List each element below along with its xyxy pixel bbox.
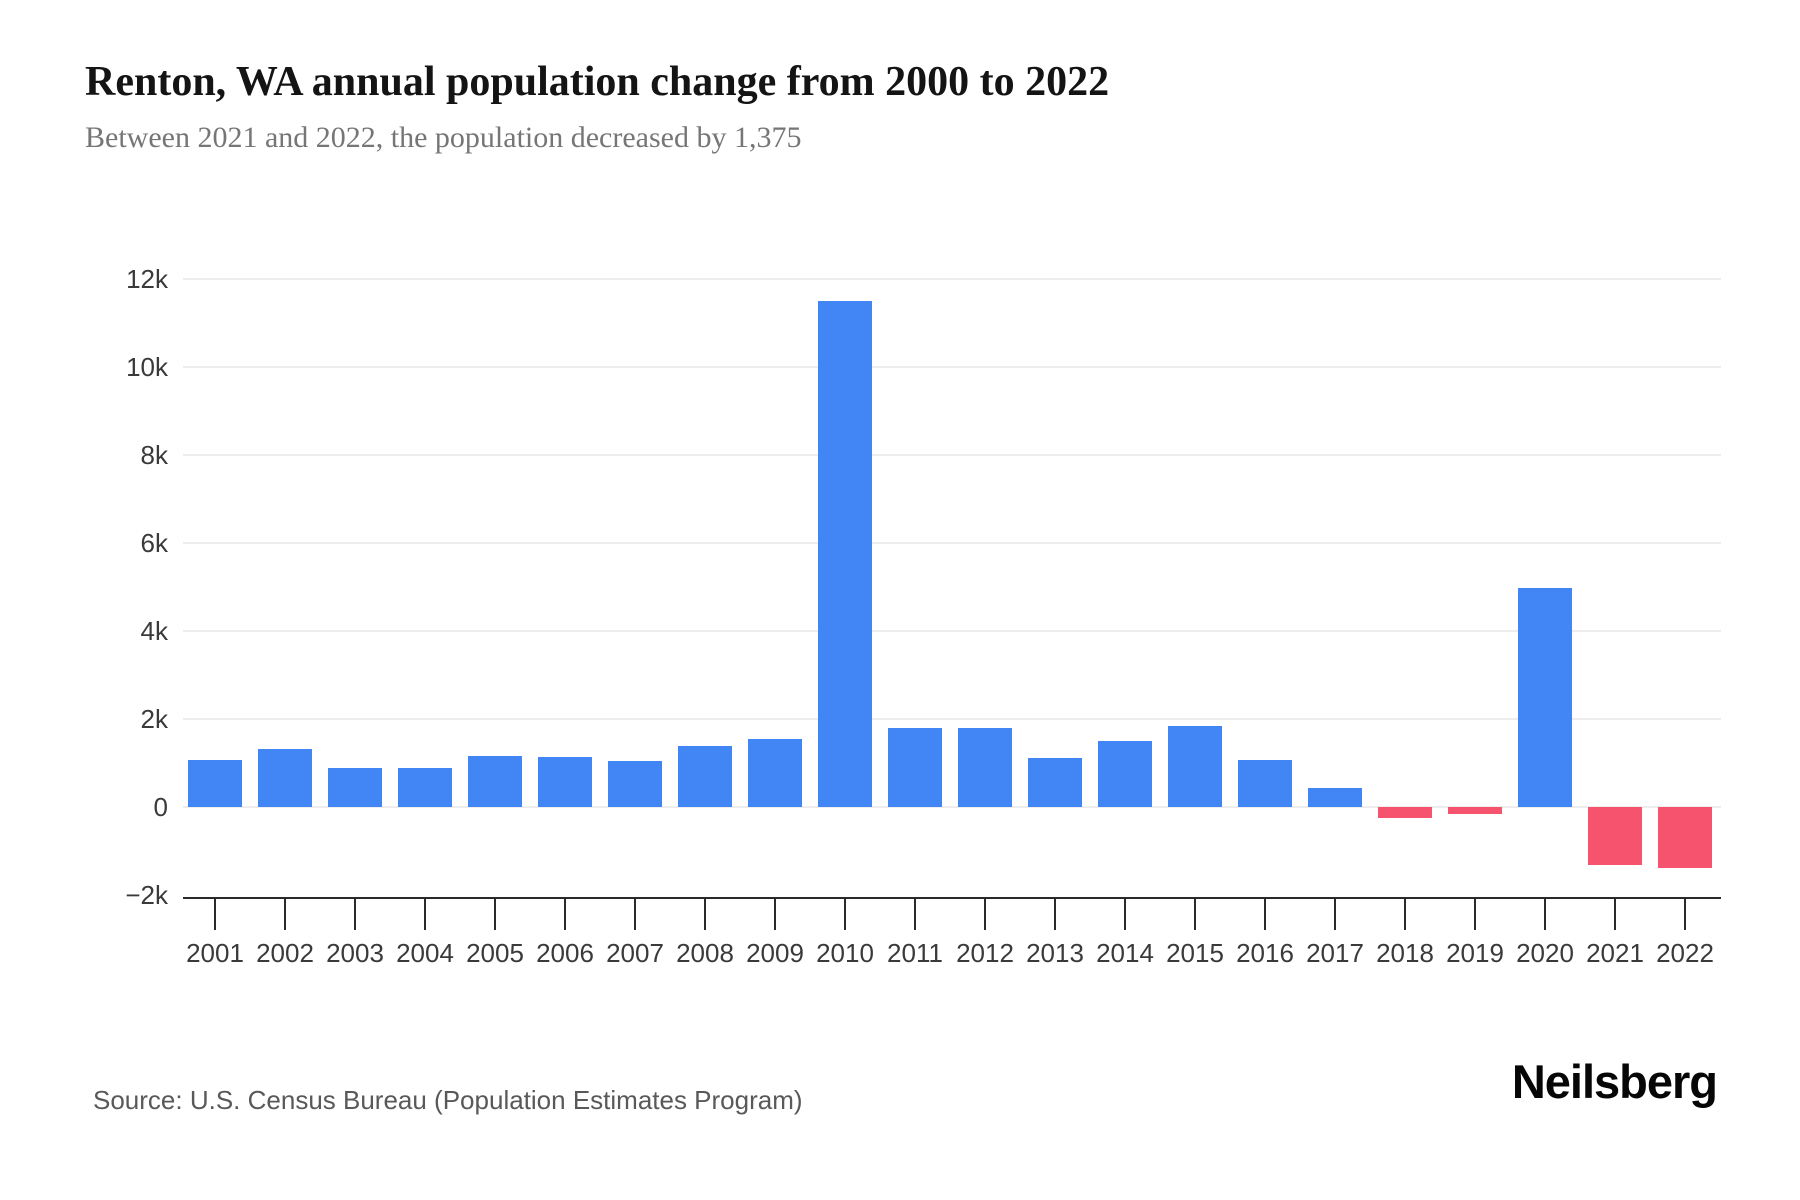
y-axis-label: 0 [153,792,168,822]
x-axis-tick [1334,897,1336,930]
x-axis-tick [1124,897,1126,930]
x-axis-tick [354,897,356,930]
x-axis-tick [984,897,986,930]
gridline-4k [183,630,1721,632]
x-axis-tick [1544,897,1546,930]
bar-2005 [468,755,522,807]
source-note: Source: U.S. Census Bureau (Population E… [93,1085,803,1115]
x-axis-label: 2016 [1236,938,1294,968]
x-axis-label: 2011 [887,938,943,968]
x-axis-tick [844,897,846,930]
x-axis-tick [1614,897,1616,930]
x-axis-tick [1194,897,1196,930]
x-axis-label: 2020 [1516,938,1574,968]
x-axis-tick [214,897,216,930]
bar-2018 [1378,807,1432,818]
x-axis-tick [774,897,776,930]
x-axis-label: 2006 [536,938,594,968]
brand-logo: Neilsberg [1511,1055,1718,1108]
bar-2006 [538,756,592,807]
bar-2008 [678,745,732,807]
bar-2009 [748,739,802,807]
x-axis-label: 2001 [186,938,244,968]
page-title: Renton, WA annual population change from… [85,59,1110,105]
bar-2014 [1098,741,1152,807]
x-axis-tick [1054,897,1056,930]
x-axis-label: 2012 [956,938,1014,968]
x-axis-label: 2010 [816,938,874,968]
gridline-8k [183,454,1721,456]
x-axis-tick [704,897,706,930]
gridline-0 [183,806,1721,808]
y-axis-label: 2k [140,704,168,734]
x-axis-label: 2013 [1026,938,1084,968]
x-axis-label: 2009 [746,938,804,968]
bar-2021 [1588,807,1642,865]
x-axis-tick [424,897,426,930]
bar-2007 [608,760,662,807]
x-axis-tick [1264,897,1266,930]
x-axis-tick [914,897,916,930]
x-axis-label: 2008 [676,938,734,968]
y-axis-label: 6k [140,528,168,558]
bar-2012 [958,728,1012,807]
x-axis-tick [494,897,496,930]
bar-2004 [398,768,452,807]
x-axis-label: 2022 [1656,938,1714,968]
bar-2020 [1518,588,1572,807]
bar-2013 [1028,758,1082,807]
y-axis-label: 4k [140,616,168,646]
bar-2017 [1308,788,1362,807]
x-axis-label: 2017 [1306,938,1364,968]
x-axis-label: 2015 [1166,938,1224,968]
gridline-2k [183,718,1721,720]
x-axis-label: 2002 [256,938,314,968]
bar-2011 [888,727,942,807]
bar-2022 [1658,807,1712,868]
x-axis-label: 2019 [1446,938,1504,968]
gridline-6k [183,542,1721,544]
y-axis-label: 8k [140,440,168,470]
bar-2003 [328,768,382,807]
y-axis-label: 12k [126,264,168,294]
x-axis-tick [1474,897,1476,930]
bar-2002 [258,749,312,807]
x-axis-tick [1684,897,1686,930]
x-axis-label: 2003 [326,938,384,968]
x-axis-label: 2007 [606,938,664,968]
bar-2019 [1448,807,1502,815]
bar-2016 [1238,760,1292,807]
bar-2015 [1168,726,1222,807]
x-axis-label: 2018 [1376,938,1434,968]
bar-2001 [188,759,242,807]
x-axis-tick [1404,897,1406,930]
x-axis-label: 2014 [1096,938,1154,968]
x-axis-line [183,897,1721,899]
y-axis-label: −2k [125,880,168,910]
x-axis-tick [564,897,566,930]
bar-2010 [818,301,872,807]
gridline-10k [183,366,1721,368]
x-axis-tick [634,897,636,930]
page-subtitle: Between 2021 and 2022, the population de… [85,121,802,154]
x-axis-label: 2004 [396,938,454,968]
x-axis-label: 2005 [466,938,524,968]
y-axis-label: 10k [126,352,168,382]
x-axis-label: 2021 [1586,938,1644,968]
x-axis-tick [284,897,286,930]
gridline-12k [183,278,1721,280]
